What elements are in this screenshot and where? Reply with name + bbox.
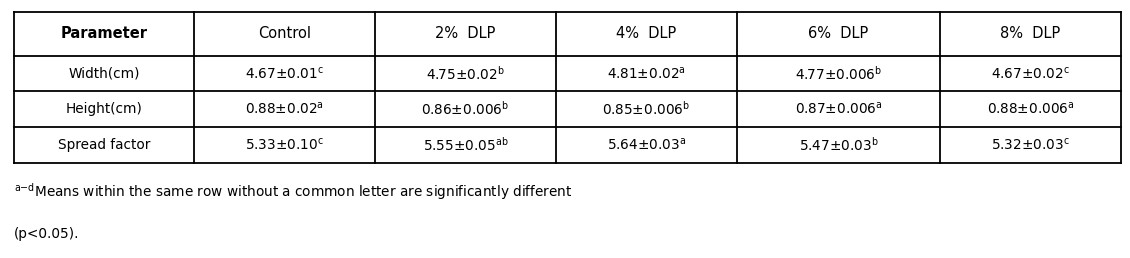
Text: Parameter: Parameter — [60, 26, 147, 41]
Text: 6%  DLP: 6% DLP — [808, 26, 869, 41]
Text: $^{\mathregular{a\mathrm{-}d}}$Means within the same row without a common letter: $^{\mathregular{a\mathrm{-}d}}$Means wit… — [14, 181, 572, 201]
Text: 8%  DLP: 8% DLP — [1000, 26, 1061, 41]
Text: Height(cm): Height(cm) — [66, 102, 142, 116]
Text: Width(cm): Width(cm) — [68, 66, 140, 80]
Text: 0.88±0.02$^{\mathregular{a}}$: 0.88±0.02$^{\mathregular{a}}$ — [245, 101, 324, 117]
Text: 5.33±0.10$^{\mathregular{c}}$: 5.33±0.10$^{\mathregular{c}}$ — [245, 137, 324, 153]
Text: 5.32±0.03$^{\mathregular{c}}$: 5.32±0.03$^{\mathregular{c}}$ — [991, 137, 1070, 153]
Text: 4.67±0.02$^{\mathregular{c}}$: 4.67±0.02$^{\mathregular{c}}$ — [991, 66, 1070, 82]
Text: Control: Control — [258, 26, 311, 41]
Text: 4.77±0.006$^{\mathregular{b}}$: 4.77±0.006$^{\mathregular{b}}$ — [794, 64, 883, 82]
Text: 5.64±0.03$^{\mathregular{a}}$: 5.64±0.03$^{\mathregular{a}}$ — [607, 137, 686, 153]
Text: 4%  DLP: 4% DLP — [616, 26, 677, 41]
Text: Spread factor: Spread factor — [58, 138, 150, 152]
Text: 0.88±0.006$^{\mathregular{a}}$: 0.88±0.006$^{\mathregular{a}}$ — [986, 101, 1075, 117]
Text: 4.81±0.02$^{\mathregular{a}}$: 4.81±0.02$^{\mathregular{a}}$ — [607, 66, 686, 82]
Text: 2%  DLP: 2% DLP — [435, 26, 496, 41]
Text: 0.87±0.006$^{\mathregular{a}}$: 0.87±0.006$^{\mathregular{a}}$ — [794, 101, 883, 117]
Text: 0.85±0.006$^{\mathregular{b}}$: 0.85±0.006$^{\mathregular{b}}$ — [602, 100, 690, 118]
Text: (p<0.05).: (p<0.05). — [14, 227, 79, 241]
Text: 5.47±0.03$^{\mathregular{b}}$: 5.47±0.03$^{\mathregular{b}}$ — [799, 136, 878, 154]
Text: 5.55±0.05$^{\mathregular{ab}}$: 5.55±0.05$^{\mathregular{ab}}$ — [423, 136, 508, 154]
Text: 0.86±0.006$^{\mathregular{b}}$: 0.86±0.006$^{\mathregular{b}}$ — [421, 100, 510, 118]
Text: 4.75±0.02$^{\mathregular{b}}$: 4.75±0.02$^{\mathregular{b}}$ — [426, 64, 505, 82]
Text: 4.67±0.01$^{\mathregular{c}}$: 4.67±0.01$^{\mathregular{c}}$ — [245, 66, 324, 82]
